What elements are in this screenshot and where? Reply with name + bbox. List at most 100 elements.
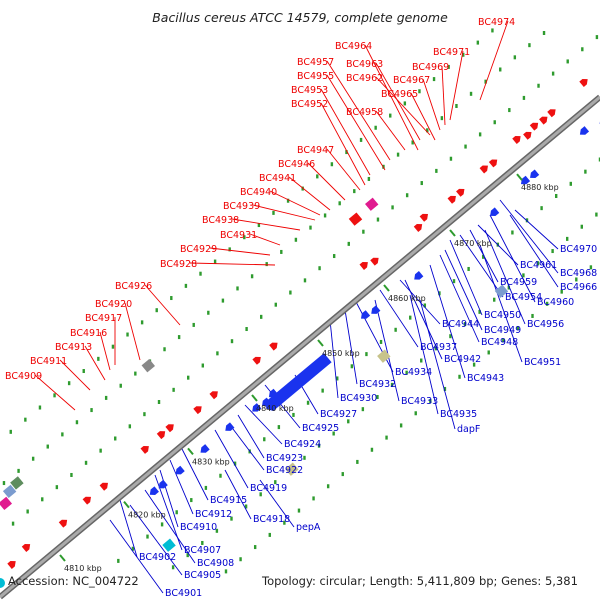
guide-dot: [259, 314, 263, 319]
map-title: Bacillus cereus ATCC 14579, complete gen…: [152, 10, 448, 25]
leader-line: [259, 479, 295, 528]
guide-dot: [350, 364, 354, 369]
gene-label-lower: BC4924: [284, 439, 321, 450]
tick-label: 4810 kbp: [64, 564, 102, 573]
gene-arrow: [520, 175, 531, 185]
summary-text: Topology: circular; Length: 5,411,809 bp…: [261, 574, 578, 588]
guide-dot: [409, 315, 412, 320]
reverse-gene: [579, 126, 590, 135]
guide-dot: [280, 249, 283, 254]
reverse-gene: [371, 305, 381, 314]
guide-dot: [438, 291, 441, 296]
gene-block: [348, 212, 363, 226]
gene-label-lower: BC4907: [184, 545, 221, 556]
gene-arrow: [547, 109, 556, 118]
gene-label-lower: BC4923: [266, 453, 303, 464]
guide-dot: [420, 181, 423, 186]
guide-dot: [219, 473, 222, 478]
guide-dot: [463, 322, 467, 327]
leader-line: [444, 249, 483, 331]
guide-dot: [84, 460, 88, 465]
guide-dot: [575, 277, 578, 282]
guide-dot: [228, 247, 231, 252]
gene-features: [0, 79, 600, 569]
guide-dot: [566, 236, 569, 241]
reverse-gene: [158, 479, 168, 489]
leader-line: [489, 214, 536, 303]
guide-dot: [551, 249, 554, 254]
guide-dot: [318, 266, 321, 271]
guide-dot: [545, 301, 549, 306]
tick-mark: [516, 173, 523, 181]
guide-dot: [472, 362, 476, 367]
guide-dot: [257, 223, 261, 228]
guide-dot: [493, 297, 496, 302]
guide-dot: [493, 120, 496, 125]
guide-dot: [542, 30, 546, 35]
guide-dot: [338, 201, 341, 206]
forward-gene: [140, 445, 149, 454]
leader-line: [326, 74, 386, 171]
gene-label-lower: BC4942: [444, 354, 481, 365]
gene-label-upper: BC4928: [160, 259, 197, 270]
gene-label-lower: BC4919: [250, 483, 287, 494]
guide-dot: [303, 455, 306, 460]
gene-label-upper: BC4931: [220, 230, 257, 241]
guide-dot: [259, 492, 262, 497]
guide-dot: [46, 444, 49, 449]
label-leader-lines: [34, 20, 559, 594]
guide-dot: [31, 456, 35, 461]
leader-line: [479, 244, 523, 363]
guide-dot: [469, 91, 473, 96]
gene-arrow: [529, 122, 539, 131]
leader-line: [124, 302, 141, 361]
guide-dot: [55, 485, 59, 490]
guide-dot: [435, 168, 438, 173]
gene-label-upper: BC4971: [433, 47, 470, 58]
guide-dot: [292, 412, 295, 417]
gene-label-lower: BC4968: [560, 268, 597, 279]
gene-label-lower: BC4948: [481, 337, 518, 348]
guide-dot: [70, 472, 73, 477]
guide-dot: [155, 308, 158, 313]
leader-line: [329, 319, 339, 399]
gene-label-upper: BC4917: [85, 313, 122, 324]
guide-dot: [367, 176, 371, 181]
dotted-guide-tracks: [2, 28, 600, 574]
guide-dot: [452, 279, 456, 284]
gene-label-upper: BC4911: [30, 356, 67, 367]
guide-dot: [332, 254, 336, 259]
leader-line: [439, 254, 480, 343]
guide-dot: [391, 205, 394, 210]
tick-mark: [383, 284, 390, 292]
leader-line: [229, 424, 265, 471]
leader-line: [209, 247, 271, 256]
gene-label-lower: BC4956: [527, 319, 564, 330]
gene-arrow: [7, 561, 16, 569]
leader-line: [159, 469, 179, 528]
guide-dot: [309, 225, 312, 230]
gene-label-lower: BC4961: [520, 260, 557, 271]
leader-line: [459, 234, 504, 298]
guide-dot: [250, 274, 254, 279]
gene-block: [10, 476, 24, 490]
gene-label-upper: BC4963: [346, 59, 383, 70]
leader-line: [344, 309, 358, 385]
leader-line: [34, 374, 76, 411]
guide-dot: [449, 156, 453, 161]
guide-dot: [131, 546, 135, 551]
guide-dot: [201, 363, 205, 368]
gene-label-lower: BC4912: [195, 509, 232, 520]
guide-dot: [432, 77, 436, 82]
tick-label: 4850 kbp: [322, 349, 360, 358]
guide-dot: [11, 521, 15, 526]
guide-dot: [316, 174, 319, 179]
guide-dot: [362, 229, 365, 234]
tick-mark: [187, 447, 194, 455]
gene-label-lower: BC4925: [302, 423, 339, 434]
guide-dot: [230, 516, 233, 521]
tick-mark: [449, 229, 456, 237]
guide-dot: [268, 532, 271, 537]
guide-dot: [253, 545, 257, 550]
guide-dot: [491, 28, 494, 33]
